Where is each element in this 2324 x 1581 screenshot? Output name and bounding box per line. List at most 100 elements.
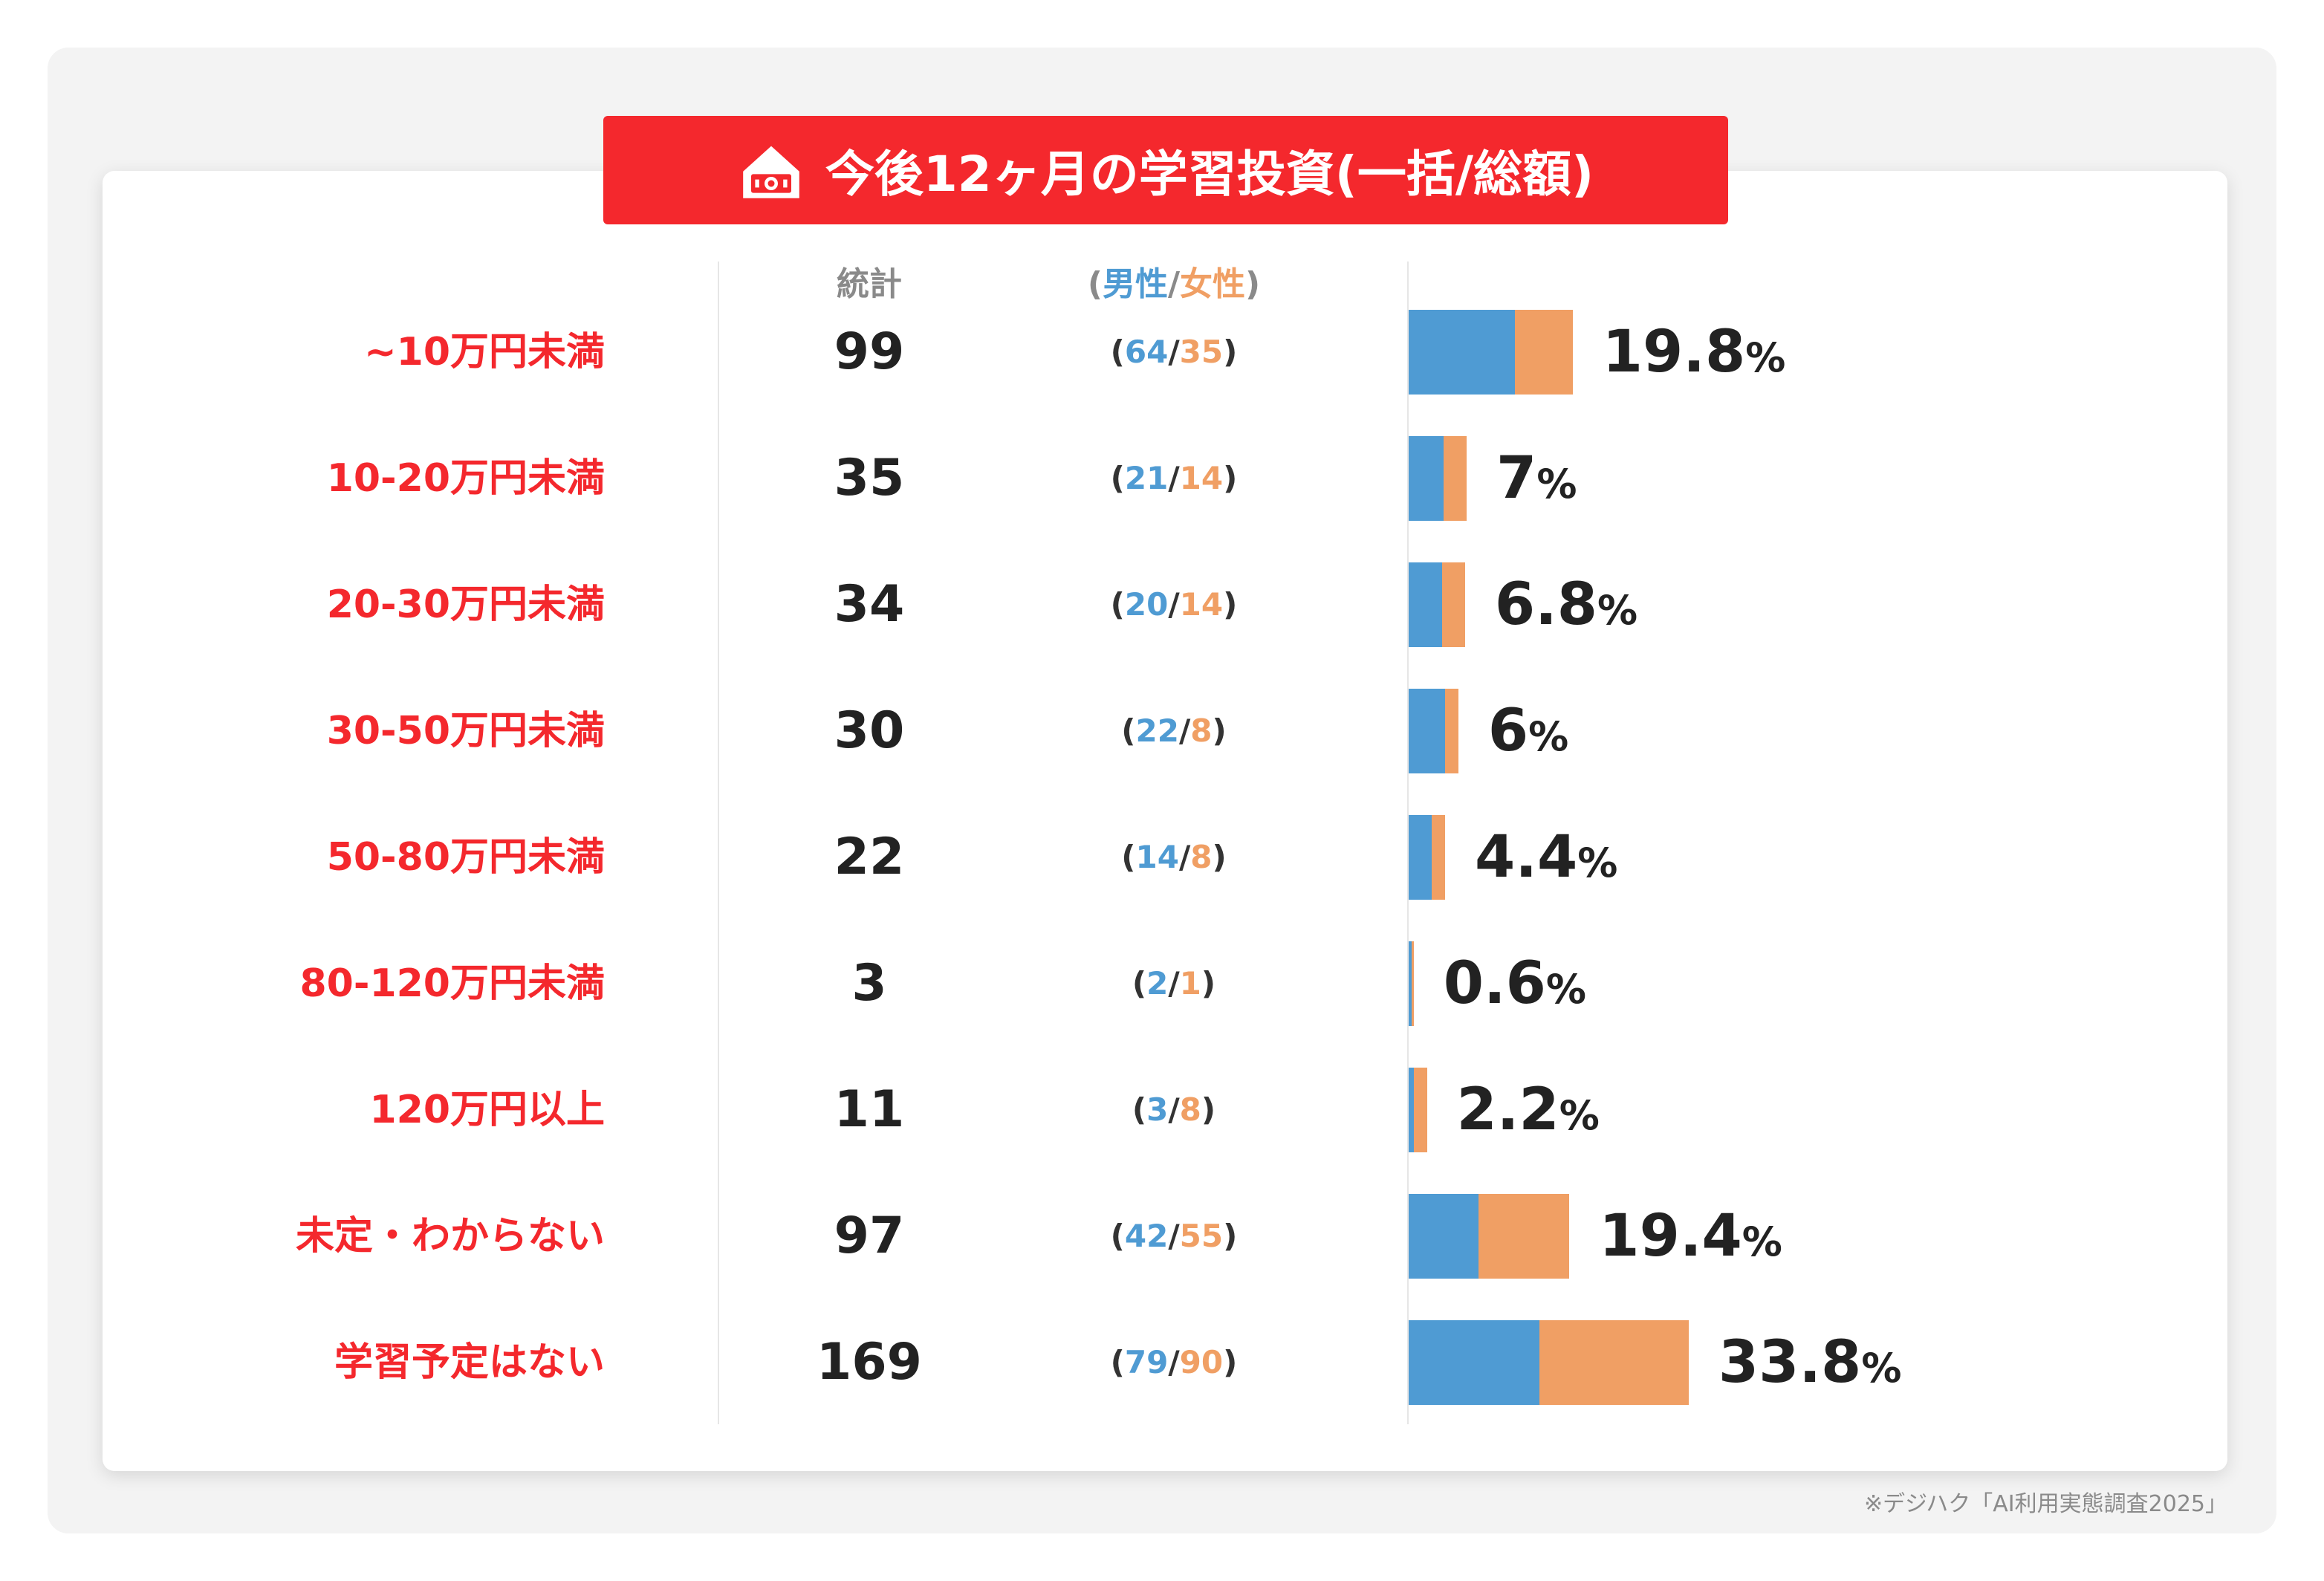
slash: /: [1168, 586, 1180, 623]
total-count: 30: [834, 701, 905, 760]
chart-title-banner: 今後12ヶ月の学習投資(一括/総額): [603, 116, 1728, 224]
bar-segment-male: [1409, 436, 1444, 521]
percent-label: 19.4%: [1599, 1194, 1782, 1279]
paren-close: ): [1223, 586, 1238, 623]
male-count: 79: [1124, 1344, 1169, 1380]
stacked-bar: [1409, 689, 1458, 773]
female-count: 14: [1179, 586, 1224, 623]
divider-bars: [1407, 262, 1409, 1424]
bar-segment-male: [1409, 1320, 1540, 1405]
gender-breakdown: (64/35): [1025, 310, 1322, 395]
gender-breakdown: (14/8): [1025, 815, 1322, 900]
paren-open: (: [1132, 965, 1147, 1001]
source-note: ※デジハク「AI利用実態調査2025」: [1863, 1491, 2227, 1517]
percent-value: 6: [1487, 698, 1529, 764]
percent-value: 19.4: [1599, 1203, 1742, 1270]
percent-sign: %: [1597, 587, 1638, 634]
percent-label: 7%: [1496, 436, 1577, 521]
gender-breakdown: (42/55): [1025, 1194, 1322, 1279]
table-row: 未定・わからない 97 (42/55) 19.4%: [0, 1194, 2324, 1279]
stacked-bar: [1409, 941, 1414, 1026]
paren-open: (: [1121, 839, 1136, 875]
category-label: 80-120万円未満: [299, 961, 606, 1006]
stacked-bar: [1409, 815, 1446, 900]
stacked-bar: [1409, 310, 1573, 395]
stacked-bar: [1409, 562, 1465, 647]
bar-segment-male: [1409, 1194, 1479, 1279]
table-row: ~10万円未満 99 (64/35) 19.8%: [0, 310, 2324, 395]
gender-breakdown: (3/8): [1025, 1068, 1322, 1152]
stacked-bar: [1409, 1320, 1689, 1405]
header-paren-close: ): [1245, 265, 1261, 303]
money-house-icon: [743, 146, 799, 198]
paren-open: (: [1110, 586, 1125, 623]
category-label: 120万円以上: [369, 1088, 605, 1132]
total-count: 34: [834, 575, 905, 634]
male-count: 22: [1135, 712, 1179, 749]
paren-close: ): [1223, 1344, 1238, 1380]
header-stat: 統計: [837, 265, 902, 303]
percent-sign: %: [1577, 840, 1618, 886]
percent-value: 0.6: [1443, 950, 1546, 1017]
bar-segment-male: [1409, 1068, 1414, 1152]
paren-open: (: [1110, 1218, 1125, 1254]
female-count: 14: [1179, 460, 1224, 496]
bar-segment-male: [1409, 689, 1446, 773]
paren-open: (: [1132, 1091, 1147, 1128]
percent-value: 33.8: [1718, 1329, 1862, 1396]
male-count: 14: [1135, 839, 1179, 875]
slash: /: [1168, 1218, 1180, 1254]
total-count: 35: [834, 449, 905, 507]
paren-close: ): [1223, 460, 1238, 496]
gender-breakdown: (22/8): [1025, 689, 1322, 773]
bar-segment-female: [1432, 815, 1446, 900]
paren-close: ): [1201, 1091, 1216, 1128]
paren-close: ): [1212, 712, 1227, 749]
bar-segment-female: [1514, 310, 1573, 395]
slash: /: [1168, 334, 1180, 370]
paren-open: (: [1110, 334, 1125, 370]
percent-value: 19.8: [1602, 319, 1746, 386]
slash: /: [1168, 1091, 1180, 1128]
female-count: 90: [1179, 1344, 1224, 1380]
chart-card: [103, 171, 2227, 1471]
gender-breakdown: (2/1): [1025, 941, 1322, 1026]
stacked-bar: [1409, 436, 1467, 521]
percent-sign: %: [1528, 713, 1569, 760]
male-count: 21: [1124, 460, 1169, 496]
header-paren-open: (: [1087, 265, 1103, 303]
category-label: 20-30万円未満: [326, 582, 605, 627]
category-label: ~10万円未満: [364, 330, 605, 374]
stacked-bar: [1409, 1068, 1427, 1152]
divider-stat: [718, 262, 719, 1424]
gender-breakdown: (20/14): [1025, 562, 1322, 647]
table-row: 20-30万円未満 34 (20/14) 6.8%: [0, 562, 2324, 647]
percent-label: 33.8%: [1718, 1320, 1902, 1405]
percent-value: 2.2: [1456, 1077, 1559, 1143]
gender-breakdown: (79/90): [1025, 1320, 1322, 1405]
category-label: 未定・わからない: [295, 1214, 605, 1259]
gender-breakdown: (21/14): [1025, 436, 1322, 521]
table-row: 30-50万円未満 30 (22/8) 6%: [0, 689, 2324, 773]
total-count: 97: [834, 1207, 905, 1265]
male-count: 42: [1124, 1218, 1169, 1254]
percent-label: 4.4%: [1475, 815, 1617, 900]
total-count: 22: [834, 828, 905, 886]
total-count: 11: [834, 1080, 905, 1139]
table-row: 120万円以上 11 (3/8) 2.2%: [0, 1068, 2324, 1152]
percent-value: 6.8: [1494, 571, 1597, 638]
category-label: 30-50万円未満: [326, 709, 605, 753]
percent-sign: %: [1545, 966, 1586, 1013]
bar-segment-female: [1539, 1320, 1689, 1405]
header-gender: (男性/女性): [1025, 259, 1322, 311]
paren-open: (: [1110, 460, 1125, 496]
male-count: 3: [1146, 1091, 1169, 1128]
table-row: 10-20万円未満 35 (21/14) 7%: [0, 436, 2324, 521]
percent-label: 6%: [1488, 689, 1568, 773]
percent-sign: %: [1559, 1092, 1600, 1139]
male-count: 20: [1124, 586, 1169, 623]
percent-value: 7: [1496, 445, 1537, 512]
slash: /: [1168, 460, 1180, 496]
header-male: 男性: [1102, 265, 1168, 303]
percent-label: 0.6%: [1444, 941, 1586, 1026]
